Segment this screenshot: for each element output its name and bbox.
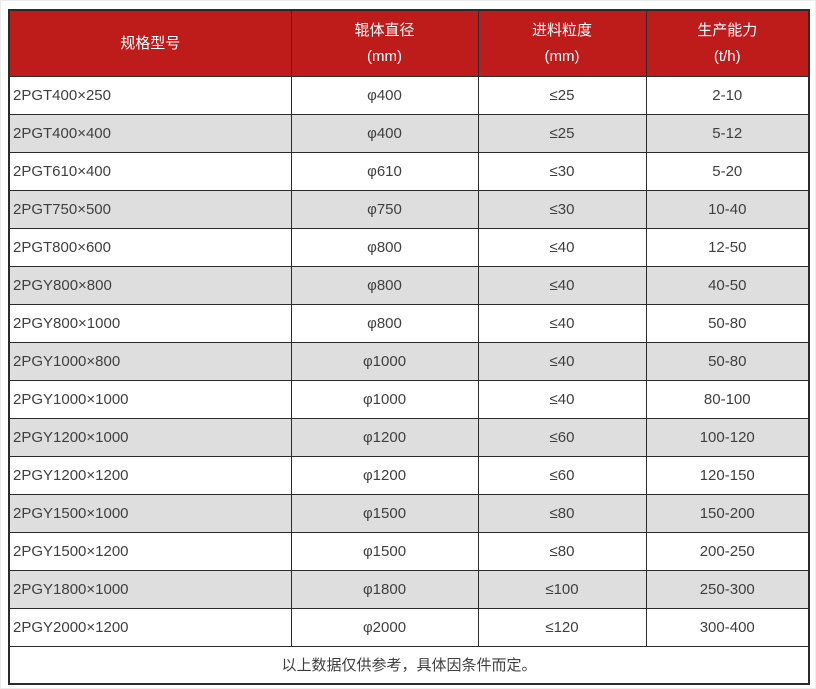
table-row: 2PGY1500×1000 φ1500 ≤80 150-200 <box>8 493 810 533</box>
feed-size-cell: ≤100 <box>477 569 647 609</box>
col-header-feed-size-unit: (mm) <box>544 47 580 65</box>
roller-diameter-cell: φ1800 <box>290 569 479 609</box>
model-cell: 2PGY1200×1000 <box>8 417 292 457</box>
table-row: 2PGY1500×1200 φ1500 ≤80 200-250 <box>8 531 810 571</box>
table-row: 2PGY1200×1000 φ1200 ≤60 100-120 <box>8 417 810 457</box>
roller-diameter-cell: φ400 <box>290 75 479 115</box>
roller-diameter-cell: φ1000 <box>290 341 479 381</box>
capacity-cell: 12-50 <box>645 227 810 267</box>
capacity-cell: 2-10 <box>645 75 810 115</box>
feed-size-cell: ≤40 <box>477 303 647 343</box>
model-cell: 2PGT610×400 <box>8 151 292 191</box>
model-cell: 2PGY1000×800 <box>8 341 292 381</box>
table-row: 2PGT750×500 φ750 ≤30 10-40 <box>8 189 810 229</box>
col-header-roller-diameter-title: 辊体直径 <box>354 21 415 39</box>
capacity-cell: 50-80 <box>645 303 810 343</box>
capacity-cell: 5-12 <box>645 113 810 153</box>
table-row: 2PGY1200×1200 φ1200 ≤60 120-150 <box>8 455 810 495</box>
col-header-model-wrap: 规格型号 <box>10 11 291 76</box>
table-row: 2PGY1800×1000 φ1800 ≤100 250-300 <box>8 569 810 609</box>
roller-diameter-cell: φ610 <box>290 151 479 191</box>
roller-diameter-cell: φ1200 <box>290 417 479 457</box>
header-row: 规格型号 辊体直径 (mm) 进料粒度 (mm) <box>8 9 810 77</box>
model-cell: 2PGY1800×1000 <box>8 569 292 609</box>
table-body: 2PGT400×250 φ400 ≤25 2-10 2PGT400×400 φ400 ≤25… <box>8 75 810 647</box>
col-header-roller-diameter-wrap: 辊体直径 (mm) <box>292 11 478 76</box>
col-header-feed-size-wrap: 进料粒度 (mm) <box>479 11 646 76</box>
model-cell: 2PGT400×250 <box>8 75 292 115</box>
feed-size-cell: ≤60 <box>477 455 647 495</box>
spec-table: 规格型号 辊体直径 (mm) 进料粒度 (mm) <box>8 9 810 685</box>
capacity-cell: 5-20 <box>645 151 810 191</box>
feed-size-cell: ≤80 <box>477 493 647 533</box>
roller-diameter-cell: φ800 <box>290 227 479 267</box>
col-header-feed-size-title: 进料粒度 <box>531 21 592 39</box>
roller-diameter-cell: φ1500 <box>290 493 479 533</box>
capacity-cell: 250-300 <box>645 569 810 609</box>
footnote: 以上数据仅供参考，具体因条件而定。 <box>8 645 810 685</box>
feed-size-cell: ≤40 <box>477 265 647 305</box>
roller-diameter-cell: φ750 <box>290 189 479 229</box>
model-cell: 2PGY1000×1000 <box>8 379 292 419</box>
model-cell: 2PGY800×1000 <box>8 303 292 343</box>
col-header-model-title: 规格型号 <box>120 34 181 52</box>
capacity-cell: 40-50 <box>645 265 810 305</box>
roller-diameter-cell: φ2000 <box>290 607 479 647</box>
roller-diameter-cell: φ800 <box>290 303 479 343</box>
table-row: 2PGY1000×1000 φ1000 ≤40 80-100 <box>8 379 810 419</box>
feed-size-cell: ≤30 <box>477 151 647 191</box>
model-cell: 2PGY1200×1200 <box>8 455 292 495</box>
feed-size-cell: ≤40 <box>477 227 647 267</box>
feed-size-cell: ≤120 <box>477 607 647 647</box>
col-header-feed-size: 进料粒度 (mm) <box>477 9 647 77</box>
col-header-roller-diameter-unit: (mm) <box>367 47 402 65</box>
feed-size-cell: ≤25 <box>477 113 647 153</box>
table-row: 2PGT610×400 φ610 ≤30 5-20 <box>8 151 810 191</box>
col-header-capacity-wrap: 生产能力 (t/h) <box>647 11 809 76</box>
capacity-cell: 80-100 <box>645 379 810 419</box>
model-cell: 2PGT800×600 <box>8 227 292 267</box>
footnote-row: 以上数据仅供参考，具体因条件而定。 <box>8 645 810 685</box>
col-header-model: 规格型号 <box>8 9 292 77</box>
capacity-cell: 10-40 <box>645 189 810 229</box>
col-header-capacity-unit: (t/h) <box>713 47 741 65</box>
table-row: 2PGY2000×1200 φ2000 ≤120 300-400 <box>8 607 810 647</box>
table-row: 2PGT800×600 φ800 ≤40 12-50 <box>8 227 810 267</box>
model-cell: 2PGT750×500 <box>8 189 292 229</box>
capacity-cell: 300-400 <box>645 607 810 647</box>
feed-size-cell: ≤40 <box>477 341 647 381</box>
feed-size-cell: ≤80 <box>477 531 647 571</box>
roller-diameter-cell: φ800 <box>290 265 479 305</box>
model-cell: 2PGY1500×1200 <box>8 531 292 571</box>
feed-size-cell: ≤30 <box>477 189 647 229</box>
capacity-cell: 200-250 <box>645 531 810 571</box>
col-header-capacity-title: 生产能力 <box>697 21 758 39</box>
roller-diameter-cell: φ1500 <box>290 531 479 571</box>
table-row: 2PGT400×250 φ400 ≤25 2-10 <box>8 75 810 115</box>
model-cell: 2PGY1500×1000 <box>8 493 292 533</box>
table-row: 2PGY800×800 φ800 ≤40 40-50 <box>8 265 810 305</box>
col-header-capacity: 生产能力 (t/h) <box>645 9 810 77</box>
feed-size-cell: ≤60 <box>477 417 647 457</box>
capacity-cell: 120-150 <box>645 455 810 495</box>
model-cell: 2PGY2000×1200 <box>8 607 292 647</box>
table-row: 2PGT400×400 φ400 ≤25 5-12 <box>8 113 810 153</box>
capacity-cell: 150-200 <box>645 493 810 533</box>
roller-diameter-cell: φ1200 <box>290 455 479 495</box>
model-cell: 2PGY800×800 <box>8 265 292 305</box>
model-cell: 2PGT400×400 <box>8 113 292 153</box>
roller-diameter-cell: φ1000 <box>290 379 479 419</box>
table-row: 2PGY800×1000 φ800 ≤40 50-80 <box>8 303 810 343</box>
col-header-roller-diameter: 辊体直径 (mm) <box>290 9 479 77</box>
capacity-cell: 50-80 <box>645 341 810 381</box>
table-row: 2PGY1000×800 φ1000 ≤40 50-80 <box>8 341 810 381</box>
feed-size-cell: ≤25 <box>477 75 647 115</box>
feed-size-cell: ≤40 <box>477 379 647 419</box>
capacity-cell: 100-120 <box>645 417 810 457</box>
roller-diameter-cell: φ400 <box>290 113 479 153</box>
